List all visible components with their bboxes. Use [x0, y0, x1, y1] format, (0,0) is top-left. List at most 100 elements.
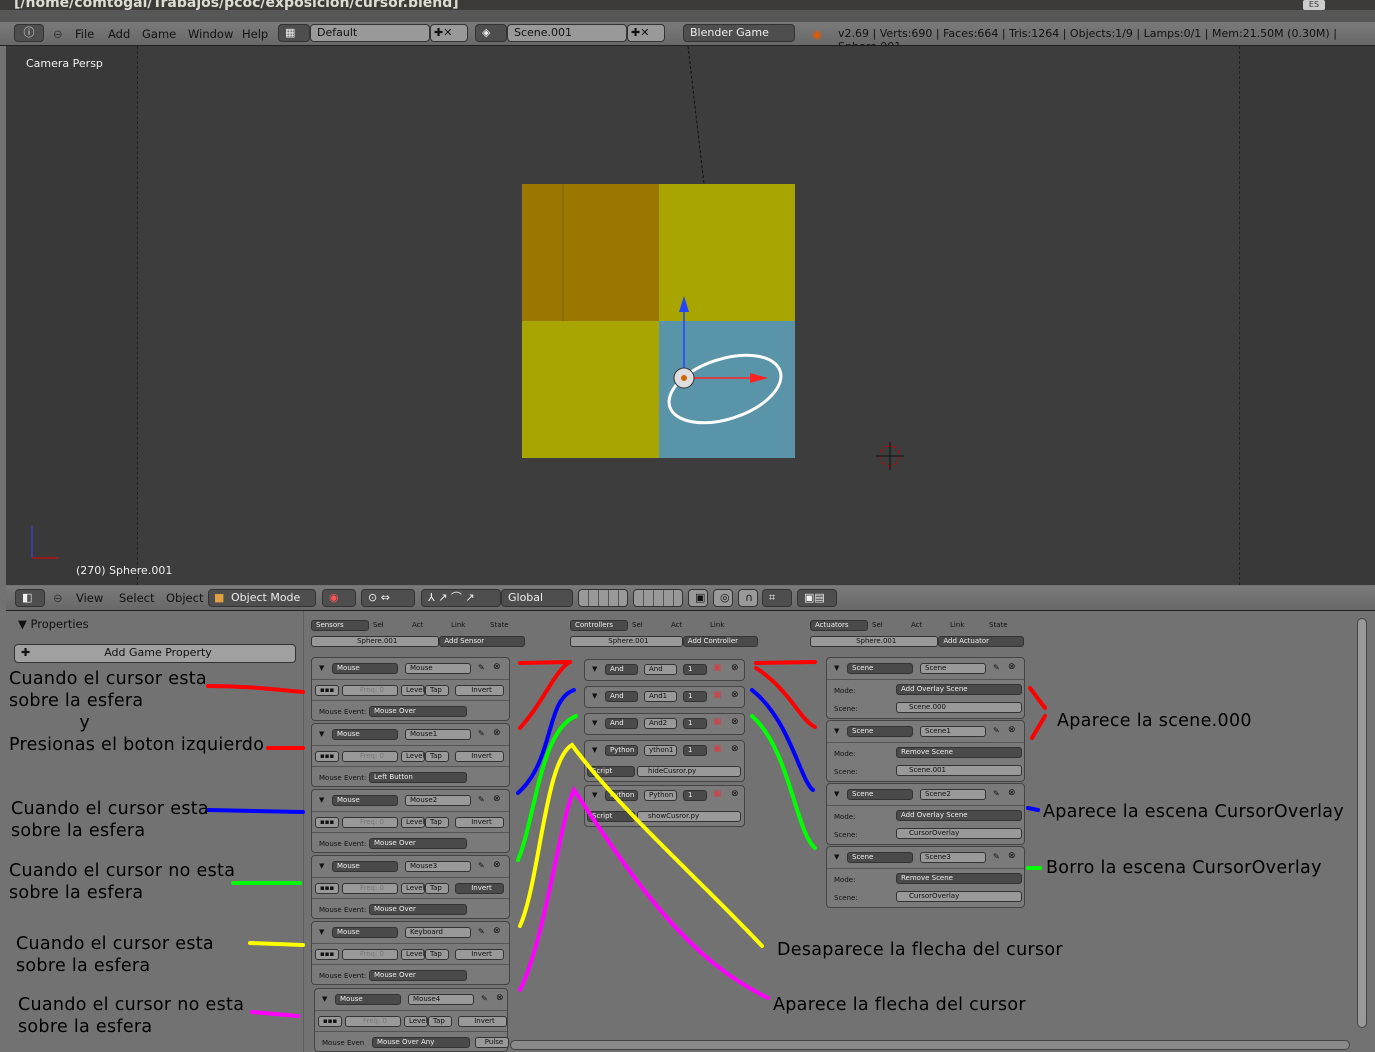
remove-icon[interactable]: ⊗ [493, 728, 501, 738]
collapse-triangle-icon[interactable]: ▼ [834, 727, 840, 735]
level-button[interactable]: Level [401, 685, 425, 696]
freq-field[interactable]: Freq: 0 [342, 751, 398, 762]
remove-icon[interactable]: ⊗ [731, 663, 739, 673]
lock-layers-icon[interactable]: ▣ [688, 589, 708, 607]
remove-icon[interactable]: ⊗ [1008, 851, 1016, 861]
collapse-triangle-icon[interactable]: ▼ [319, 796, 325, 804]
mouse-event-select[interactable]: Left Button [369, 772, 467, 783]
snap-element-icon[interactable]: ⌗ [762, 589, 792, 607]
remove-icon[interactable]: ⊗ [1008, 725, 1016, 735]
pin-icon[interactable]: ✎ [478, 729, 485, 738]
3d-viewport[interactable]: Camera Persp (270) Sphere.001 [6, 46, 1375, 585]
controller-state-field[interactable]: 1 [683, 691, 707, 702]
pulse-mode-buttons[interactable]: ▪▪▪ [315, 817, 339, 828]
sensor-type-select[interactable]: Mouse [332, 729, 398, 740]
render-engine-select[interactable]: Blender Game [683, 24, 795, 42]
tap-button[interactable]: Tap [425, 685, 449, 696]
mouse-event-select[interactable]: Mouse Over [369, 838, 467, 849]
script-mode-select[interactable]: Script [587, 766, 635, 777]
controller-type-select[interactable]: And [605, 718, 638, 729]
remove-icon[interactable]: ⊗ [493, 860, 501, 870]
sensors-add-button[interactable]: Add Sensor [439, 636, 525, 647]
preferences-icon[interactable]: ▣ [713, 663, 722, 673]
mode-select[interactable]: Remove Scene [896, 747, 1022, 758]
remove-icon[interactable]: ⊗ [1008, 788, 1016, 798]
pin-icon[interactable]: ✎ [993, 852, 1000, 861]
remove-icon[interactable]: ⊗ [731, 717, 739, 727]
render-icons[interactable]: ▣▤ [797, 589, 837, 607]
collapse-triangle-icon[interactable]: ▼ [592, 665, 598, 673]
tap-button[interactable]: Tap [425, 751, 449, 762]
scene-add-remove[interactable]: ✚✕ [627, 24, 665, 42]
controller-name-field[interactable]: And [644, 664, 677, 675]
script-field[interactable]: showCusror.py [637, 811, 741, 822]
menu-game[interactable]: Game [142, 27, 177, 41]
collapse-triangle-icon[interactable]: ▼ [834, 664, 840, 672]
controller-name-field[interactable]: And1 [644, 691, 677, 702]
mouse-event-select[interactable]: Mouse Over Any [372, 1037, 470, 1048]
mode-select[interactable]: Add Overlay Scene [896, 684, 1022, 695]
freq-field[interactable]: Freq: 0 [342, 883, 398, 894]
info-editor-icon[interactable]: ⓘ [14, 24, 44, 42]
mouse-event-select[interactable]: Mouse Over [369, 970, 467, 981]
menu-view[interactable]: View [76, 591, 104, 605]
remove-icon[interactable]: ⊗ [731, 744, 739, 754]
freq-field[interactable]: Freq: 0 [342, 817, 398, 828]
script-field[interactable]: hideCusror.py [637, 766, 741, 777]
invert-button[interactable]: Invert [455, 751, 504, 762]
sensor-name-field[interactable]: Mouse2 [405, 795, 471, 806]
actuator-name-field[interactable]: Scene2 [920, 789, 986, 800]
collapse-triangle-icon[interactable]: ▼ [319, 730, 325, 738]
controller-state-field[interactable]: 1 [683, 718, 707, 729]
script-mode-select[interactable]: Script [587, 811, 635, 822]
pin-icon[interactable]: ✎ [478, 795, 485, 804]
collapse-icon[interactable]: ⊖ [53, 591, 63, 605]
controller-name-field[interactable]: Python [644, 790, 677, 801]
pin-icon[interactable]: ✎ [478, 861, 485, 870]
controller-type-select[interactable]: Python [605, 790, 638, 801]
menu-window[interactable]: Window [188, 27, 234, 41]
pulse-mode-buttons[interactable]: ▪▪▪ [315, 949, 339, 960]
sensor-type-select[interactable]: Mouse [332, 861, 398, 872]
remove-icon[interactable]: ⊗ [493, 662, 501, 672]
sensor-name-field[interactable]: Mouse [405, 663, 471, 674]
actuators-add-button[interactable]: Add Actuator [938, 636, 1024, 647]
add-game-property-button[interactable]: ✚ Add Game Property [14, 644, 296, 663]
collapse-triangle-icon[interactable]: ▼ [319, 862, 325, 870]
level-button[interactable]: Level [401, 817, 425, 828]
sensor-name-field[interactable]: Mouse1 [405, 729, 471, 740]
actuators-check-sel[interactable]: Sel [872, 621, 883, 629]
invert-button[interactable]: Invert [455, 949, 504, 960]
actuators-filter-select[interactable]: Actuators [810, 620, 868, 631]
controllers-check-link[interactable]: Link [710, 621, 725, 629]
collapse-triangle-icon[interactable]: ▼ [319, 928, 325, 936]
controller-type-select[interactable]: And [605, 664, 638, 675]
pin-icon[interactable]: ✎ [993, 726, 1000, 735]
preferences-icon[interactable]: ▣ [713, 789, 722, 799]
menu-help[interactable]: Help [242, 27, 269, 41]
layers-1[interactable] [578, 589, 628, 607]
scene-field[interactable]: CursorOverlay [896, 828, 1022, 839]
controller-type-select[interactable]: And [605, 691, 638, 702]
menu-add[interactable]: Add [108, 27, 131, 41]
pulse-mode-buttons[interactable]: ▪▪▪ [315, 751, 339, 762]
mode-select[interactable]: Remove Scene [896, 873, 1022, 884]
snap-icon[interactable]: ∩ [738, 589, 758, 607]
sensor-name-field[interactable]: Keyboard [405, 927, 471, 938]
controller-state-field[interactable]: 1 [683, 664, 707, 675]
tap-button[interactable]: Tap [425, 817, 449, 828]
properties-title[interactable]: ▼ Properties [18, 617, 89, 631]
pulse-button[interactable]: Pulse [475, 1037, 509, 1048]
invert-button[interactable]: Invert [455, 685, 504, 696]
scene-field[interactable]: Scene.001 [896, 765, 1022, 776]
controllers-add-button[interactable]: Add Controller [682, 636, 758, 647]
scene-icon[interactable]: ◈ [475, 24, 507, 42]
language-badge[interactable]: ES [1303, 0, 1325, 10]
mouse-event-select[interactable]: Mouse Over [369, 904, 467, 915]
actuator-type-select[interactable]: Scene [847, 852, 913, 863]
sensor-type-select[interactable]: Mouse [332, 927, 398, 938]
scene-field[interactable]: Scene.000 [896, 702, 1022, 713]
pin-icon[interactable]: ✎ [478, 927, 485, 936]
pulse-mode-buttons[interactable]: ▪▪▪ [315, 685, 339, 696]
controllers-filter-select[interactable]: Controllers [570, 620, 628, 631]
